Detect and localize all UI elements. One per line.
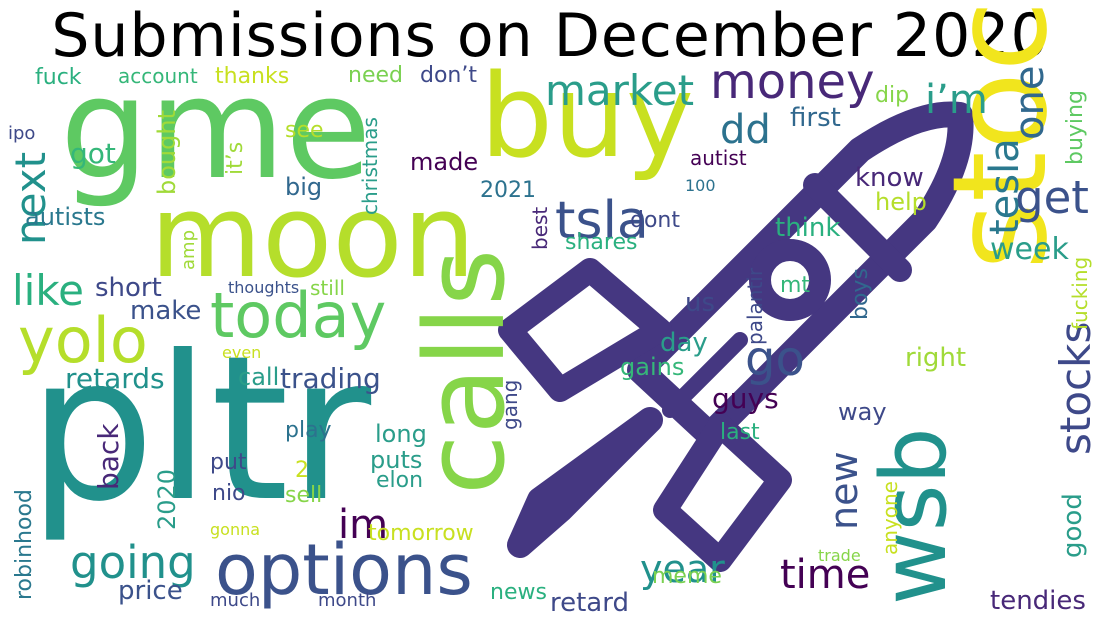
word-33: fuck (35, 65, 82, 90)
word-71: way (838, 398, 887, 426)
word-65: day (660, 328, 708, 358)
word-86: good (1058, 493, 1088, 558)
word-72: play (285, 418, 332, 443)
word-46: best (528, 206, 552, 250)
word-0: gme (60, 48, 372, 211)
word-92: month (318, 590, 377, 611)
word-80: nio (212, 481, 246, 506)
word-87: tomorrow (368, 521, 474, 546)
word-8: today (210, 279, 387, 352)
word-61: mt (780, 273, 811, 298)
word-54: know (855, 163, 924, 193)
word-49: ipo (8, 123, 36, 144)
word-42: big (285, 173, 323, 201)
word-30: make (130, 296, 202, 326)
word-93: news (490, 580, 547, 605)
word-67: gains (620, 353, 685, 381)
word-13: get (1015, 171, 1089, 224)
word-73: long (375, 420, 427, 448)
word-3: buy (480, 50, 694, 184)
word-14: tesla (982, 138, 1028, 235)
word-5: calls (401, 248, 529, 495)
word-2: moon (150, 170, 476, 304)
word-82: elon (376, 468, 424, 493)
word-63: fucking (1068, 256, 1092, 330)
word-39: bought (153, 110, 181, 195)
word-48: shares (565, 230, 638, 255)
word-1: pltr (28, 313, 372, 546)
word-29: short (95, 273, 162, 303)
page-title: Submissions on December 2020 (51, 1, 1050, 71)
word-90: price (118, 576, 183, 606)
word-70: guys (712, 382, 779, 415)
word-41: christmas (358, 117, 382, 215)
word-18: next (6, 151, 55, 245)
word-81: sell (285, 483, 323, 508)
word-60: palantir (743, 267, 767, 345)
word-56: think (775, 213, 841, 243)
word-45: 2021 (480, 178, 536, 203)
word-25: stocks (1051, 321, 1100, 455)
word-64: us (685, 288, 716, 318)
word-55: help (875, 188, 927, 216)
word-91: much (210, 590, 261, 611)
word-76: last (720, 420, 760, 445)
word-51: buying (1063, 90, 1088, 165)
word-7: options (215, 529, 473, 611)
word-35: thanks (215, 64, 290, 89)
word-77: put (210, 450, 247, 475)
word-15: one (1007, 65, 1053, 140)
word-26: week (990, 232, 1069, 267)
word-32: got (70, 137, 116, 170)
word-66: right (905, 343, 967, 373)
word-27: retards (65, 362, 165, 395)
word-10: money (710, 54, 875, 110)
word-69: call (238, 363, 280, 391)
word-52: autist (690, 146, 747, 170)
word-23: new (822, 451, 866, 530)
word-96: trade (818, 546, 861, 565)
word-43: made (410, 148, 479, 176)
word-9: yolo (18, 304, 148, 377)
word-50: dip (875, 83, 910, 108)
word-83: im (338, 502, 389, 548)
word-44: autists (25, 203, 106, 231)
word-75: gang (498, 379, 522, 430)
word-11: market (545, 66, 695, 115)
word-36: need (348, 63, 403, 88)
word-53: 100 (685, 176, 716, 195)
word-34: account (118, 64, 198, 88)
word-97: tendies (990, 586, 1086, 616)
word-57: amp (178, 230, 199, 270)
word-78: 2 (295, 458, 309, 483)
word-89: gonna (210, 520, 261, 539)
word-74: back (92, 423, 125, 490)
word-59: still (310, 276, 345, 300)
word-88: robinhood (12, 489, 37, 600)
word-95: meme (652, 564, 722, 589)
word-40: it’s (223, 141, 248, 175)
word-68: even (222, 343, 262, 362)
word-22: time (780, 552, 871, 598)
word-21: go (745, 331, 805, 387)
word-58: thoughts (228, 278, 300, 297)
word-20: going (70, 536, 196, 589)
word-24: year (640, 547, 725, 591)
word-37: don’t (420, 63, 477, 88)
word-19: like (12, 266, 85, 315)
word-38: see (285, 118, 324, 143)
word-62: boys (848, 268, 873, 320)
word-47: dont (630, 208, 680, 233)
word-79: puts (370, 446, 423, 474)
word-17: dd (720, 107, 771, 153)
word-16: i’m (925, 77, 988, 123)
word-94: retard (550, 588, 629, 618)
word-28: trading (280, 362, 381, 395)
word-85: anyone (878, 481, 902, 555)
word-84: 2020 (153, 468, 181, 530)
word-12: tsla (555, 191, 649, 251)
word-31: first (790, 103, 841, 133)
